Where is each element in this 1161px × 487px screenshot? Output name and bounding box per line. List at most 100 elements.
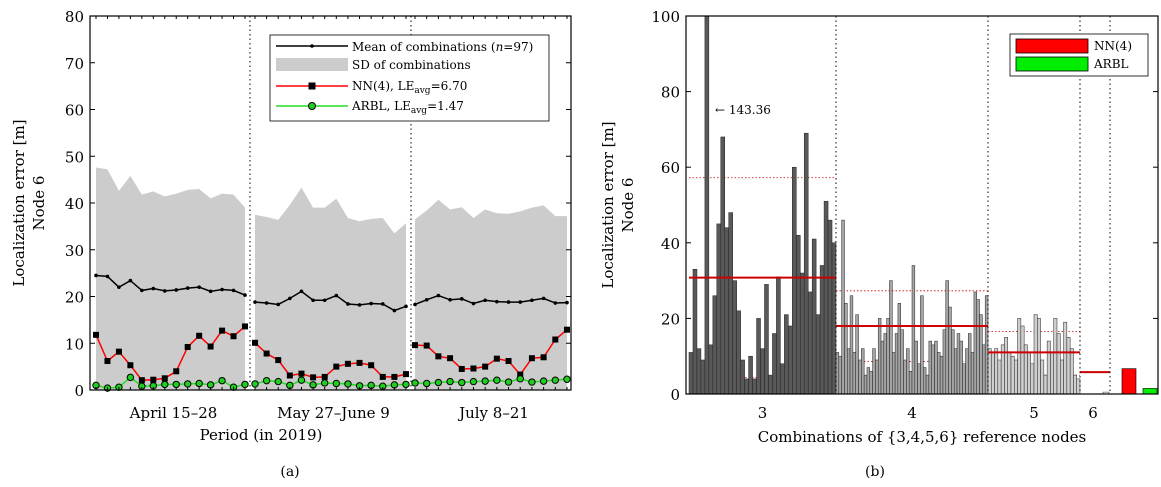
mean-point (495, 299, 499, 304)
combination-bar (740, 359, 745, 395)
nn4-point (482, 363, 489, 370)
combination-bar (1050, 352, 1054, 395)
nn4-point (104, 358, 111, 365)
arbl-bar (1142, 388, 1158, 395)
arbl-point (251, 380, 259, 388)
legend-nn4: NN(4), LEavg=6.70 (352, 79, 467, 96)
x-tick-labels: April 15–28 May 27–June 9 July 8–21 (129, 404, 529, 422)
nn4-point (435, 353, 442, 360)
arbl-point (297, 376, 306, 384)
combination-bar (841, 219, 845, 395)
legend-sd-swatch (276, 58, 348, 71)
arbl-point (320, 379, 329, 387)
nn4-point (505, 358, 512, 365)
arbl-point (458, 378, 466, 387)
combination-bar (1027, 352, 1031, 395)
combination-bar (976, 299, 980, 395)
combination-bar (875, 359, 879, 395)
mean-point (185, 286, 190, 290)
y-tick-label: 30 (65, 242, 84, 260)
mean-point (334, 293, 339, 298)
group-label: 4 (907, 404, 917, 422)
nn4-point (379, 373, 386, 380)
combination-bar (724, 227, 729, 395)
arbl-point (195, 379, 203, 388)
legend-arbl: ARBL, LEavg=1.47 (351, 99, 464, 116)
y-tick-label: 0 (670, 386, 680, 404)
y-axis-label2-b: Node 6 (619, 178, 637, 233)
nn4-point (252, 339, 258, 346)
nn4-point (219, 327, 226, 334)
combination-bar (799, 272, 805, 395)
sd-bands (96, 167, 567, 390)
period-separators (249, 16, 412, 390)
combination-bar (1010, 355, 1015, 395)
combination-bar (866, 367, 871, 395)
mean-point (174, 288, 179, 292)
combination-bar (1043, 374, 1048, 395)
combination-bar (704, 15, 710, 395)
combination-bar (991, 352, 995, 395)
mean-point (197, 285, 201, 289)
nn4-point (275, 357, 282, 364)
nn4-point (470, 365, 477, 372)
y-tick-label: 70 (65, 55, 84, 73)
mean-point (105, 274, 110, 279)
nn4-point (321, 373, 328, 380)
combination-bar (1073, 374, 1077, 395)
combination-bar (803, 132, 809, 395)
y-tick-label: 0 (74, 382, 84, 400)
combination-bar (692, 269, 698, 395)
nn4-point (333, 363, 340, 370)
arbl-point (516, 375, 524, 383)
combination-bar (819, 265, 825, 395)
combination-bars (688, 15, 1158, 395)
arbl-point (161, 380, 169, 389)
combination-bar (1056, 333, 1061, 395)
combination-bar (752, 378, 757, 395)
combination-bar (732, 280, 737, 395)
combination-bar (1004, 337, 1008, 395)
sd-band (415, 199, 567, 390)
combination-bar (852, 352, 856, 395)
y-tick-label: 60 (65, 102, 84, 120)
combination-bar (784, 314, 789, 395)
y-axis-label2-a: Node 6 (30, 176, 48, 231)
mean-point (162, 289, 167, 293)
combination-bar (844, 303, 848, 395)
combination-bar (1046, 340, 1051, 395)
combination-bar (708, 344, 714, 395)
combination-bar (872, 348, 876, 395)
nn4-point (356, 359, 363, 366)
mean-point (220, 287, 224, 292)
mean-point (299, 289, 304, 294)
legend-nn4-marker (308, 82, 316, 90)
nn4-point (310, 374, 317, 381)
combination-bar (1040, 359, 1045, 395)
nn4-point (298, 370, 305, 377)
arbl-point (402, 380, 410, 389)
combination-bar (959, 340, 963, 395)
mean-point (117, 285, 121, 289)
arbl-point (332, 379, 341, 388)
nn4-bar (1121, 368, 1137, 395)
combination-bar (847, 348, 851, 395)
nn4-point (493, 355, 500, 362)
combination-bar (1069, 348, 1074, 395)
mean-line (414, 294, 568, 306)
arbl-point (504, 378, 513, 386)
combination-bar (880, 340, 885, 395)
group-separators (835, 16, 1111, 394)
arbl-point (551, 376, 560, 384)
combination-bar (772, 333, 777, 395)
y-ticks-b: 0 20 40 60 80 100 (651, 8, 1158, 404)
mean-point (518, 300, 523, 304)
combination-bar (928, 340, 932, 395)
legend-sd: SD of combinations (352, 58, 471, 72)
combination-bar (903, 359, 907, 395)
combination-bar (780, 363, 785, 395)
mean-point (346, 302, 350, 306)
y-tick-label: 20 (661, 310, 680, 328)
arbl-point (446, 377, 454, 386)
